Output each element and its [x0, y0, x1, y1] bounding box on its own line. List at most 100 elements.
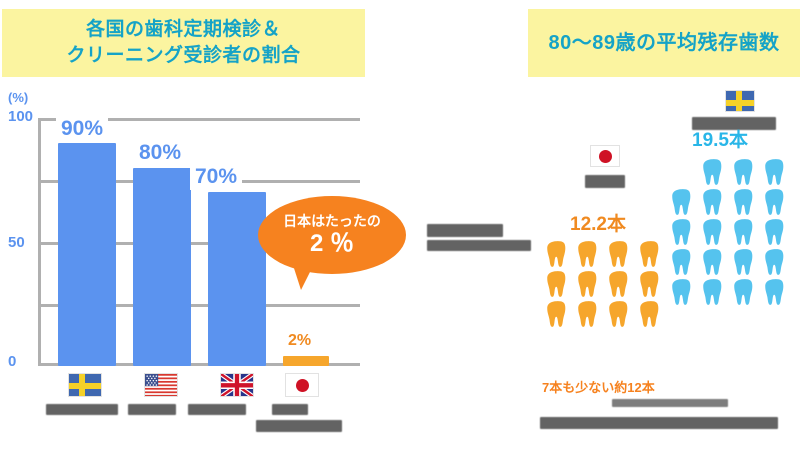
tooth-icon: [672, 279, 691, 305]
tooth-icon: [703, 189, 722, 215]
tooth-icon-wrapper: [545, 240, 571, 268]
tooth-icon: [765, 189, 784, 215]
tooth-icon-wrapper: [701, 158, 727, 186]
tooth-icon-wrapper: [638, 300, 664, 328]
tooth-icon-wrapper: [701, 218, 727, 246]
tooth-icon: [547, 271, 566, 297]
y-tick-100: 100: [8, 108, 34, 125]
tooth-icon-wrapper: [763, 248, 789, 276]
tooth-icon-wrapper: [607, 270, 633, 298]
bar-chart: (%) 100 50 0 90% 80% 70% 2%: [0, 88, 400, 450]
tooth-icon-wrapper: [670, 248, 696, 276]
tooth-icon: [734, 189, 753, 215]
japan-flag: [285, 373, 319, 397]
tooth-icon-wrapper: [607, 300, 633, 328]
japan-callout-bubble: 日本はたったの 2 ％: [258, 196, 406, 274]
tooth-icon: [640, 241, 659, 267]
gridline-50: [38, 242, 360, 245]
y-tick-50: 50: [8, 234, 25, 251]
usa-flag: [144, 373, 178, 397]
tooth-icon-wrapper: [732, 248, 758, 276]
left-title-line2: クリーニング受診者の割合: [66, 44, 301, 66]
tooth-icon-wrapper: [638, 240, 664, 268]
bar-usa: [133, 168, 191, 366]
tooth-icon: [640, 271, 659, 297]
y-tick-0: 0: [8, 353, 17, 370]
tooth-icon-wrapper: [763, 188, 789, 216]
bar-label-uk: 70%: [190, 164, 243, 190]
tooth-icon-wrapper: [607, 240, 633, 268]
japan-teeth-count: 12.2本: [570, 214, 626, 235]
sweden-flag: [68, 373, 102, 397]
tooth-icon-wrapper: [670, 188, 696, 216]
tooth-icon-wrapper: [732, 218, 758, 246]
bar-label-sweden: 90%: [56, 116, 109, 142]
tooth-icon: [609, 301, 628, 327]
bubble-line-1: 日本はたったの: [283, 212, 381, 229]
bar-label-japan: 2%: [288, 332, 312, 349]
bar-japan: [283, 356, 329, 366]
left-title-line1: 各国の歯科定期検診＆: [85, 19, 281, 40]
tooth-icon: [547, 301, 566, 327]
country-caption-sweden: [46, 404, 118, 415]
japan-label-redacted: [585, 175, 625, 188]
tooth-icon-wrapper: [545, 300, 571, 328]
tooth-icon-wrapper: [701, 248, 727, 276]
tooth-icon-wrapper: [732, 158, 758, 186]
sweden-flag-right: [725, 90, 755, 112]
gridline-100: [38, 118, 360, 121]
bar-sweden: [58, 143, 116, 366]
japan-flag-right: [590, 145, 620, 167]
right-note-line1: [612, 399, 728, 407]
sweden-label-redacted: [692, 117, 776, 130]
tooth-icon-wrapper: [545, 270, 571, 298]
middle-annotation-line2: [427, 240, 531, 251]
tooth-icon: [703, 249, 722, 275]
uk-flag: [220, 373, 254, 397]
tooth-icon: [578, 271, 597, 297]
tooth-icon-wrapper: [701, 188, 727, 216]
tooth-icon-wrapper: [576, 240, 602, 268]
tooth-icon: [672, 189, 691, 215]
tooth-icon: [640, 301, 659, 327]
tooth-icon-wrapper: [763, 218, 789, 246]
tooth-icon-wrapper: [763, 158, 789, 186]
tooth-icon: [609, 271, 628, 297]
uk-flag-icon: [221, 374, 253, 396]
left-title-banner: 各国の歯科定期検診＆ クリーニング受診者の割合: [2, 9, 365, 77]
tooth-icon: [765, 249, 784, 275]
tooth-icon-wrapper: [670, 218, 696, 246]
tooth-icon: [578, 301, 597, 327]
country-caption-uk: [188, 404, 246, 415]
usa-flag-icon: [145, 374, 177, 396]
tooth-icon: [609, 241, 628, 267]
tooth-icon: [734, 249, 753, 275]
bubble-line-2: 2 ％: [309, 229, 354, 257]
right-title-banner: 80〜89歳の平均残存歯数: [528, 9, 800, 77]
tooth-icon-wrapper: [701, 278, 727, 306]
y-axis-unit-label: (%): [8, 90, 29, 105]
gridline-0: [38, 363, 360, 366]
tooth-icon: [734, 219, 753, 245]
tooth-icon: [765, 159, 784, 185]
tooth-icon: [765, 279, 784, 305]
middle-annotation-line1: [427, 224, 503, 237]
tooth-icon-wrapper: [732, 278, 758, 306]
tooth-icon-wrapper: [732, 188, 758, 216]
country-caption-japan: [272, 404, 308, 415]
tooth-icon: [703, 159, 722, 185]
tooth-icon-wrapper: [670, 278, 696, 306]
tooth-icon: [703, 279, 722, 305]
tooth-icon: [672, 249, 691, 275]
tooth-icon: [734, 279, 753, 305]
right-source-note: [540, 417, 778, 429]
teeth-comparison-panel: 12.2本 19.5本 7本も少ない約12本: [500, 85, 800, 450]
sweden-teeth-count: 19.5本: [692, 130, 748, 151]
tooth-icon: [765, 219, 784, 245]
tooth-icon-wrapper: [576, 270, 602, 298]
tooth-icon: [578, 241, 597, 267]
country-caption-usa: [128, 404, 176, 415]
gridline-25: [38, 304, 360, 307]
tooth-icon: [703, 219, 722, 245]
